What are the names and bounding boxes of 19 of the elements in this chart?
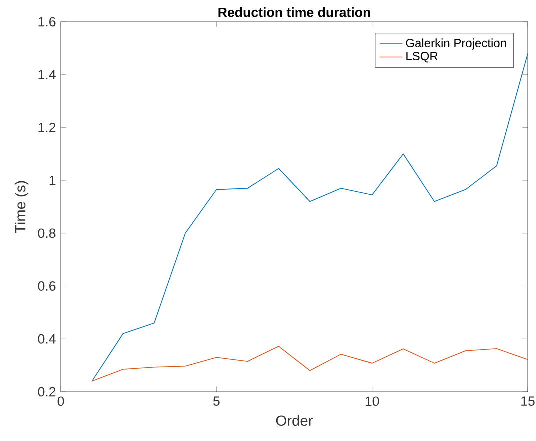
legend-label: Galerkin Projection (406, 38, 506, 50)
y-tick-label: 1.4 (38, 70, 56, 80)
chart-title: Reduction time duration (218, 7, 370, 18)
y-tick-label: 0.6 (38, 282, 56, 291)
x-tick-label: 15 (522, 396, 535, 406)
legend-label: LSQR (406, 52, 438, 63)
x-tick-label: 0 (58, 396, 64, 406)
y-tick-label: 0.4 (38, 334, 56, 344)
y-tick-label: 0.2 (38, 387, 56, 397)
line-series (92, 53, 528, 382)
y-tick-label: 1.6 (38, 17, 56, 27)
y-tick-label: 1 (50, 176, 56, 186)
x-tick-label: 10 (366, 396, 380, 406)
x-axis-title: Order (276, 415, 313, 426)
y-tick-label: 0.8 (38, 228, 56, 238)
y-axis-title: Time (s) (14, 181, 29, 234)
x-tick-label: 5 (214, 396, 220, 406)
line-series (92, 346, 528, 382)
y-tick-label: 1.2 (38, 123, 56, 132)
